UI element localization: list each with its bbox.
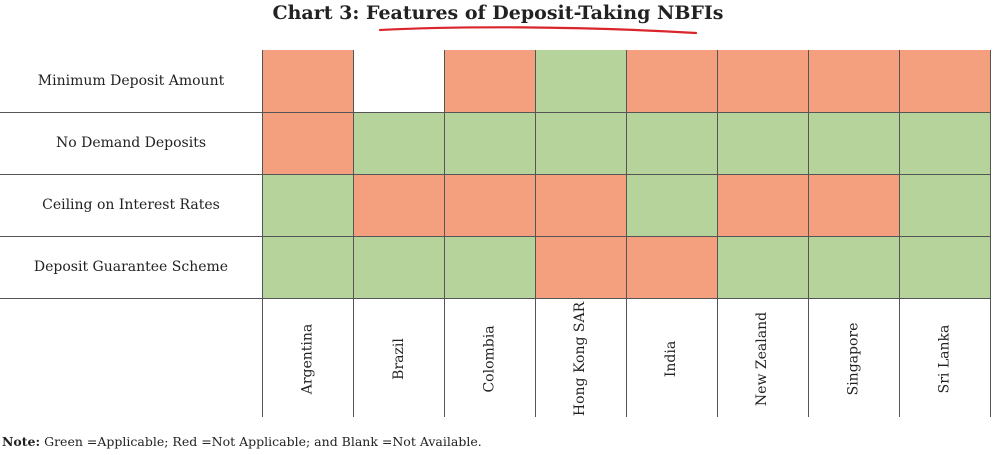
heatmap-cell	[899, 50, 990, 112]
heatmap-cell	[262, 174, 353, 236]
heatmap-cell	[262, 236, 353, 298]
heatmap-cell	[626, 50, 717, 112]
heatmap-cell	[808, 112, 899, 174]
heatmap-cell	[899, 112, 990, 174]
title-underline	[378, 26, 698, 35]
heatmap-cell	[899, 174, 990, 236]
note-text: Green =Applicable; Red =Not Applicable; …	[44, 434, 482, 449]
heatmap-cell	[808, 236, 899, 298]
heatmap-cell	[535, 112, 626, 174]
heatmap-cell	[353, 174, 444, 236]
chart-title: Chart 3: Features of Deposit-Taking NBFI…	[0, 2, 996, 24]
heatmap-cell	[353, 236, 444, 298]
heatmap-cell	[444, 112, 535, 174]
heatmap-cell	[899, 236, 990, 298]
note-label: Note:	[2, 434, 41, 449]
chart-title-main: Features of Deposit-Taking NBFIs	[366, 2, 724, 24]
heatmap-cell	[353, 112, 444, 174]
heatmap-cell	[535, 174, 626, 236]
heatmap-cell	[717, 236, 808, 298]
chart-note: Note: Green =Applicable; Red =Not Applic…	[2, 434, 482, 449]
heatmap-cell	[717, 50, 808, 112]
heatmap-cell	[808, 50, 899, 112]
heatmap-cell	[626, 174, 717, 236]
chart-title-prefix: Chart 3:	[272, 2, 366, 24]
heatmap-cell	[262, 50, 353, 112]
heatmap-cell	[444, 174, 535, 236]
heatmap-cell	[262, 112, 353, 174]
heatmap-cell	[717, 174, 808, 236]
heatmap-cell	[535, 50, 626, 112]
row-label: Deposit Guarantee Scheme	[33, 259, 229, 275]
heatmap-cell	[444, 50, 535, 112]
row-label: Ceiling on Interest Rates	[42, 197, 220, 213]
heatmap-cell	[444, 236, 535, 298]
row-label: No Demand Deposits	[55, 135, 207, 151]
heatmap-cell	[808, 174, 899, 236]
heatmap-cell	[535, 236, 626, 298]
heatmap-cell	[353, 50, 444, 112]
heatmap-cell	[626, 112, 717, 174]
heatmap-cell	[717, 112, 808, 174]
row-label: Minimum Deposit Amount	[37, 73, 225, 89]
heatmap-cell	[626, 236, 717, 298]
